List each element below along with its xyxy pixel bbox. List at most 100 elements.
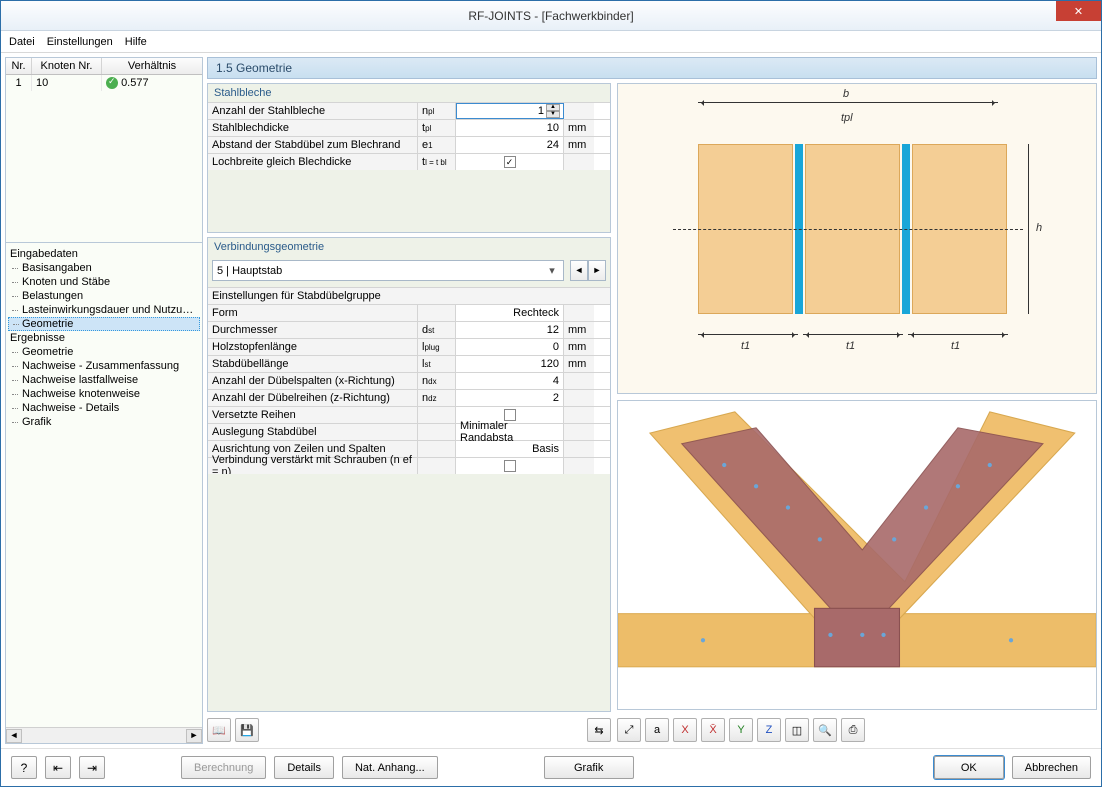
menu-hilfe[interactable]: Hilfe (125, 36, 147, 48)
menu-datei[interactable]: Datei (9, 36, 35, 48)
berechnung-button[interactable]: Berechnung (181, 756, 266, 779)
grid-value[interactable] (456, 458, 564, 474)
nav-tree: Eingabedaten Basisangaben Knoten und Stä… (6, 243, 202, 727)
list-body: 1 10 0.577 (6, 75, 202, 243)
nav-nachweise-det[interactable]: Nachweise - Details (8, 401, 200, 415)
grafik-button[interactable]: Grafik (544, 756, 634, 779)
render-panel[interactable] (617, 400, 1097, 711)
checkbox[interactable] (504, 460, 516, 472)
hscrollbar[interactable]: ◄ ► (6, 727, 202, 743)
col-nr[interactable]: Nr. (6, 58, 32, 74)
list-row[interactable]: 1 10 0.577 (6, 75, 202, 91)
section-title: 1.5 Geometrie (207, 57, 1097, 79)
nav-knoten-staebe[interactable]: Knoten und Stäbe (8, 275, 200, 289)
grid-row[interactable]: Anzahl der Dübelreihen (z-Richtung)ndz2 (208, 389, 610, 406)
col-knoten[interactable]: Knoten Nr. (32, 58, 102, 74)
grid-value[interactable]: Rechteck (456, 305, 564, 321)
grid-value[interactable]: ✓ (456, 154, 564, 170)
grid-row[interactable]: Holzstopfenlängelplug0mm (208, 338, 610, 355)
grid-value[interactable]: Minimaler Randabsta (456, 424, 564, 440)
view-xz-icon[interactable]: Y (729, 718, 753, 742)
nav-grafik[interactable]: Grafik (8, 415, 200, 429)
checkbox[interactable]: ✓ (504, 156, 516, 168)
view-print-icon[interactable]: ⎙ (841, 718, 865, 742)
grid-value[interactable]: 24 (456, 137, 564, 153)
view-yx-icon[interactable]: X̄ (701, 718, 725, 742)
col-verhaeltnis[interactable]: Verhältnis (102, 58, 202, 74)
grid-symbol (418, 441, 456, 457)
scroll-right[interactable]: ► (186, 729, 202, 743)
grid-symbol: dst (418, 322, 456, 338)
nav-basisangaben[interactable]: Basisangaben (8, 261, 200, 275)
grid-unit (564, 305, 594, 321)
grid-unit (564, 373, 594, 389)
grid-row[interactable]: Stabdübellängelst120mm (208, 355, 610, 372)
left-pane: Nr. Knoten Nr. Verhältnis 1 10 0.577 Ein… (5, 57, 203, 744)
member-select[interactable]: 5 | Hauptstab ▾ (212, 260, 564, 281)
book-icon[interactable]: 📖 (207, 718, 231, 742)
grid-label: Stabdübellänge (208, 356, 418, 372)
grid-unit: mm (564, 339, 594, 355)
render-svg (618, 401, 1096, 710)
diagram-panel[interactable]: b tpl h t1 t1 (617, 83, 1097, 394)
cell-knoten: 10 (32, 75, 102, 91)
grid-row[interactable]: Auslegung Stabdübel Minimaler Randabsta (208, 423, 610, 440)
nav-nachweise-zus[interactable]: Nachweise - Zusammenfassung (8, 359, 200, 373)
view-iso-icon[interactable]: ◫ (785, 718, 809, 742)
spinner[interactable]: ▲▼ (546, 104, 560, 118)
anhang-button[interactable]: Nat. Anhang... (342, 756, 438, 779)
nav-erg-geometrie[interactable]: Geometrie (8, 345, 200, 359)
next-member-button[interactable]: ► (588, 260, 606, 281)
nav-nachweise-kn[interactable]: Nachweise knotenweise (8, 387, 200, 401)
ok-button[interactable]: OK (934, 756, 1004, 779)
grid-unit (564, 407, 594, 423)
view-zx-icon[interactable]: Z (757, 718, 781, 742)
view-x-icon[interactable]: ⤢ (617, 718, 641, 742)
grid-row[interactable]: Stahlblechdicketpl10mm (208, 119, 610, 136)
grid-unit: mm (564, 137, 594, 153)
abbrechen-button[interactable]: Abbrechen (1012, 756, 1091, 779)
grid-row[interactable]: Durchmesserdst12mm (208, 321, 610, 338)
view-xy-icon[interactable]: X (673, 718, 697, 742)
grid-value[interactable]: 2 (456, 390, 564, 406)
grid-row[interactable]: Anzahl der Dübelspalten (x-Richtung)ndx4 (208, 372, 610, 389)
grid-value[interactable]: 120 (456, 356, 564, 372)
scroll-left[interactable]: ◄ (6, 729, 22, 743)
save-icon[interactable]: 💾 (235, 718, 259, 742)
view-zoom-icon[interactable]: 🔍 (813, 718, 837, 742)
grid-unit (564, 154, 594, 170)
cell-nr: 1 (6, 75, 32, 91)
prev-button[interactable]: ⇤ (45, 756, 71, 779)
grid-value[interactable]: Basis (456, 441, 564, 457)
details-button[interactable]: Details (274, 756, 334, 779)
help-button[interactable]: ? (11, 756, 37, 779)
grid-row[interactable]: Form Rechteck (208, 304, 610, 321)
list-header: Nr. Knoten Nr. Verhältnis (6, 58, 202, 75)
nav-lasteinwirkung[interactable]: Lasteinwirkungsdauer und Nutzungsklasse (8, 303, 200, 317)
nav-belastungen[interactable]: Belastungen (8, 289, 200, 303)
close-button[interactable]: ✕ (1056, 1, 1101, 21)
grid-label: Auslegung Stabdübel (208, 424, 418, 440)
grid-label: Form (208, 305, 418, 321)
nav-eingabedaten[interactable]: Eingabedaten (8, 247, 200, 261)
grid-value[interactable]: 1▲▼ (456, 103, 564, 119)
grid-value[interactable]: 0 (456, 339, 564, 355)
next-button[interactable]: ⇥ (79, 756, 105, 779)
ok-icon (106, 77, 118, 89)
prev-member-button[interactable]: ◄ (570, 260, 588, 281)
transfer-icon[interactable]: ⇆ (587, 718, 611, 742)
menu-einstellungen[interactable]: Einstellungen (47, 36, 113, 48)
grid-value[interactable]: 12 (456, 322, 564, 338)
grid-value[interactable]: 4 (456, 373, 564, 389)
grid-row[interactable]: Abstand der Stabdübel zum Blechrande124m… (208, 136, 610, 153)
grid-symbol (418, 407, 456, 423)
view-a-icon[interactable]: a (645, 718, 669, 742)
nav-ergebnisse[interactable]: Ergebnisse (8, 331, 200, 345)
grid-value[interactable]: 10 (456, 120, 564, 136)
grid-label: Anzahl der Stahlbleche (208, 103, 418, 119)
grid-row[interactable]: Anzahl der Stahlblechenpl1▲▼ (208, 102, 610, 119)
grid-row[interactable]: Verbindung verstärkt mit Schrauben (n ef… (208, 457, 610, 474)
nav-nachweise-lf[interactable]: Nachweise lastfallweise (8, 373, 200, 387)
grid-row[interactable]: Lochbreite gleich Blechdicketl = t bl✓ (208, 153, 610, 170)
nav-geometrie[interactable]: Geometrie (8, 317, 200, 331)
